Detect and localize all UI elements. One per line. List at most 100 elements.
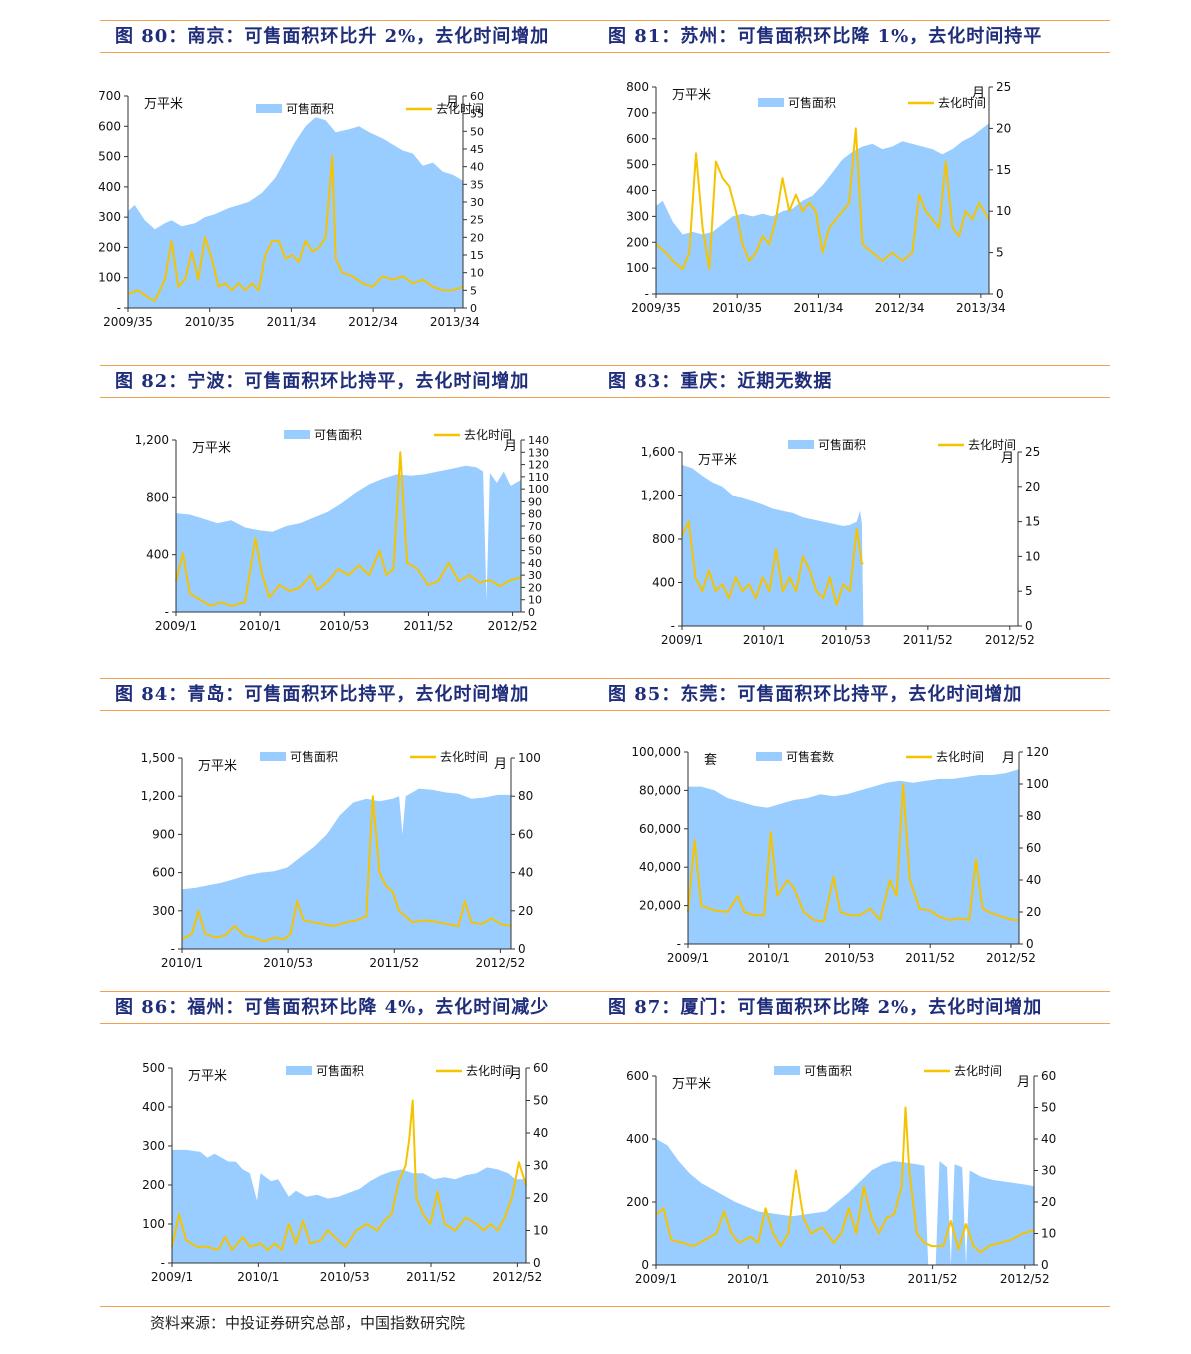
series-area — [128, 117, 463, 308]
x-tick-label: 2010/1 — [727, 1272, 769, 1286]
x-tick-label: 2010/53 — [319, 619, 369, 633]
legend-line-label: 去化时间 — [954, 1064, 1002, 1078]
y-tick-label: 0 — [641, 1258, 649, 1272]
y2-tick-label: 60 — [470, 90, 484, 103]
legend-area-label: 可售面积 — [818, 437, 866, 452]
y-tick-label: 800 — [652, 532, 675, 546]
y2-tick-label: 10 — [996, 204, 1011, 218]
series-line — [171, 1099, 527, 1251]
x-tick-label: 2012/52 — [1000, 1272, 1050, 1286]
y2-tick-label: 30 — [1041, 1164, 1056, 1178]
legend-line-label: 去化时间 — [440, 750, 488, 764]
chart-suzhou: - 100 200 300 400 500 600 700 800 0 5 10 15 20 25 2009/… — [608, 58, 1088, 348]
y2-tick-label: 0 — [1026, 937, 1034, 951]
series-area — [688, 769, 1019, 944]
legend-area-label: 可售套数 — [786, 749, 834, 764]
y-tick-label: 1,200 — [641, 489, 675, 503]
y-tick-label: 100 — [626, 261, 649, 275]
y2-tick-label: 20 — [996, 121, 1011, 135]
legend-area-label: 可售面积 — [286, 101, 334, 116]
right-unit-label: 月 — [1001, 451, 1014, 466]
x-tick-label: 2012/52 — [475, 956, 525, 970]
y2-tick-label: 40 — [528, 557, 542, 570]
y2-tick-label: 40 — [533, 1126, 548, 1140]
x-tick-label: 2009/1 — [667, 951, 709, 965]
y2-tick-label: 50 — [528, 545, 542, 558]
x-tick-label: 2010/53 — [263, 956, 313, 970]
x-tick-label: 2012/52 — [985, 633, 1035, 647]
y2-tick-label: 140 — [528, 434, 549, 447]
y2-tick-label: 40 — [1026, 873, 1041, 887]
y2-tick-label: 60 — [533, 1061, 548, 1075]
chart-qingdao: - 300 600 900 1,200 1,500 0 20 40 60 80 100 2010/1 20… — [108, 712, 588, 992]
section-rule — [100, 678, 1110, 679]
section-rule — [100, 365, 1110, 366]
figure-title: 图 87：厦门：可售面积环比降 2%，去化时间增加 — [608, 997, 1043, 1018]
legend-line-label: 去化时间 — [466, 1064, 514, 1078]
y2-tick-label: 10 — [1025, 549, 1040, 563]
y-tick-label: 200 — [626, 1195, 649, 1209]
y2-tick-label: 15 — [1025, 515, 1040, 529]
y-tick-label: 600 — [152, 866, 175, 880]
chart-xiamen: 0 200 400 600 0 10 20 30 40 50 60 2009/1 2010/1 2010/… — [608, 1026, 1088, 1306]
x-tick-label: 2011/52 — [404, 619, 454, 633]
left-unit-label: 套 — [704, 752, 717, 768]
y-tick-label: 900 — [152, 827, 175, 841]
x-tick-label: 2010/1 — [743, 633, 785, 647]
y-tick-label: 100 — [98, 271, 121, 285]
y2-tick-label: 60 — [528, 532, 542, 545]
y2-tick-label: 40 — [1041, 1132, 1056, 1146]
y-tick-label: 300 — [626, 209, 649, 223]
figure-title: 图 86：福州：可售面积环比降 4%，去化时间减少 — [115, 997, 550, 1018]
chart-svg: - 400 800 1,200 0102030405060708090100110120… — [135, 427, 549, 633]
y-tick-label: 60,000 — [639, 822, 681, 836]
y2-tick-label: 120 — [1026, 745, 1049, 759]
x-tick-label: 2012/52 — [488, 619, 538, 633]
y2-tick-label: 10 — [1041, 1227, 1056, 1241]
figure-title: 图 85：东莞：可售面积环比持平，去化时间增加 — [608, 684, 1023, 705]
y-tick-label: 200 — [142, 1178, 165, 1192]
series-line — [687, 783, 1019, 923]
y-tick-label: 800 — [626, 80, 649, 94]
series-line — [681, 520, 864, 607]
y2-tick-label: 20 — [1025, 480, 1040, 494]
chart-svg: - 400 800 1,200 1,600 0 5 10 15 20 25 2009/1 2010/1 2… — [641, 437, 1041, 647]
x-tick-label: 2011/52 — [908, 1272, 958, 1286]
y-tick-label: - — [117, 301, 121, 315]
right-unit-label: 月 — [446, 95, 459, 110]
y-tick-label: 40,000 — [639, 860, 681, 874]
legend-line-label: 去化时间 — [436, 102, 484, 116]
y-tick-label: - — [671, 619, 675, 633]
y-tick-label: 1,600 — [641, 445, 675, 459]
y2-tick-label: 130 — [528, 446, 549, 459]
left-unit-label: 万平米 — [192, 441, 231, 456]
x-tick-label: 2012/34 — [875, 301, 925, 315]
section-rule — [100, 20, 1110, 21]
x-tick-label: 2010/1 — [748, 951, 790, 965]
x-tick-label: 2012/52 — [492, 1270, 542, 1284]
figure-title: 图 81：苏州：可售面积环比降 1%，去化时间持平 — [608, 26, 1043, 47]
y2-tick-label: 45 — [470, 143, 484, 156]
y2-tick-label: 10 — [533, 1224, 548, 1238]
series-area — [682, 465, 864, 626]
y2-tick-label: 80 — [528, 508, 542, 521]
y2-tick-label: 0 — [533, 1256, 541, 1270]
series-line — [181, 795, 512, 943]
y2-tick-label: 35 — [470, 178, 484, 191]
figure-title: 图 82：宁波：可售面积环比持平，去化时间增加 — [115, 371, 530, 392]
left-unit-label: 万平米 — [144, 97, 183, 112]
y-tick-label: 100 — [142, 1217, 165, 1231]
y-tick-label: 600 — [98, 119, 121, 133]
y2-tick-label: 10 — [470, 267, 484, 280]
x-tick-label: 2013/34 — [956, 301, 1006, 315]
y2-tick-label: 50 — [1041, 1101, 1056, 1115]
series-area — [656, 123, 989, 294]
x-tick-label: 2011/34 — [266, 315, 316, 329]
y2-tick-label: 90 — [528, 495, 542, 508]
right-unit-label: 月 — [504, 439, 517, 454]
y2-tick-label: 50 — [470, 125, 484, 138]
series-area — [172, 1149, 526, 1263]
y2-tick-label: 15 — [470, 249, 484, 262]
x-tick-label: 2009/1 — [155, 619, 197, 633]
y2-tick-label: 120 — [528, 459, 549, 472]
